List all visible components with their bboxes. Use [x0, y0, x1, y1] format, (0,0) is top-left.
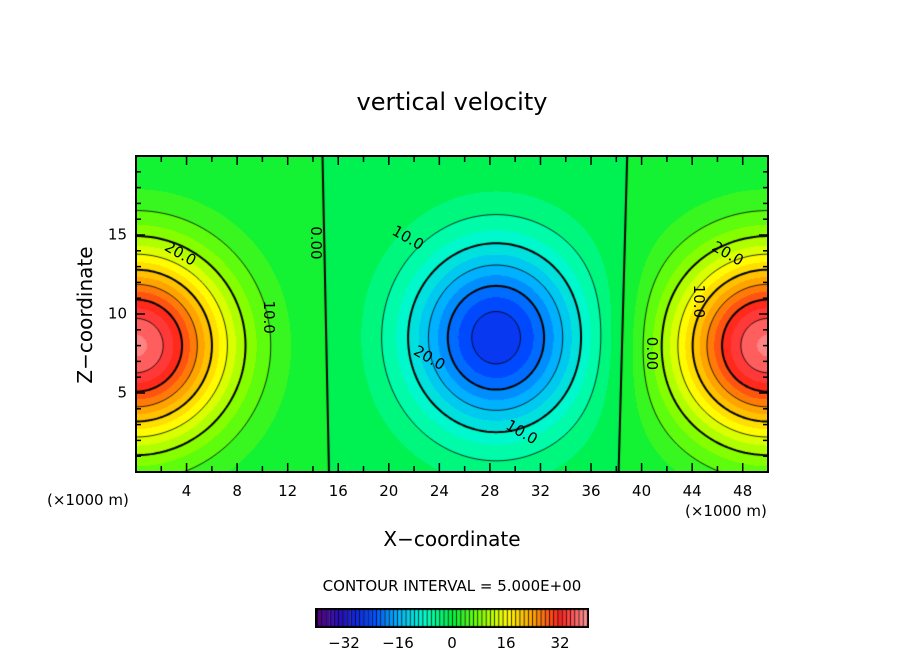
- x-tick-label: 28: [480, 482, 499, 500]
- colorbar-tick-label: −32: [328, 634, 360, 652]
- contour-label: 10.0: [503, 416, 541, 448]
- x-axis-label: X−coordinate: [383, 527, 521, 551]
- y-tick-label: 5: [117, 384, 127, 402]
- contour-interval-label: CONTOUR INTERVAL = 5.000E+00: [322, 577, 582, 595]
- contour-label: 10.0: [260, 300, 278, 333]
- contour-label: 10.0: [389, 222, 427, 254]
- colorbar-tick-label: 16: [496, 634, 515, 652]
- x-tick-label: 36: [581, 482, 600, 500]
- plot-frame: [135, 155, 769, 473]
- x-axis-unit: (×1000 m): [685, 502, 767, 520]
- y-axis-unit: (×1000 m): [47, 491, 129, 509]
- contour-label: 20.0: [709, 237, 747, 269]
- x-tick-label: 48: [733, 482, 752, 500]
- colorbar-tick-label: 32: [550, 634, 569, 652]
- contour-label: 20.0: [411, 342, 449, 374]
- x-tick-label: 8: [232, 482, 242, 500]
- x-tick-label: 16: [329, 482, 348, 500]
- y-axis-label: Z−coordinate: [73, 246, 97, 384]
- chart-title: vertical velocity: [356, 88, 548, 116]
- x-tick-label: 4: [182, 482, 192, 500]
- x-tick-label: 40: [632, 482, 651, 500]
- contour-label: 10.0: [690, 285, 708, 318]
- y-tick-label: 15: [108, 226, 127, 244]
- x-tick-label: 32: [531, 482, 550, 500]
- x-tick-label: 20: [379, 482, 398, 500]
- colorbar-tick-label: 0: [447, 634, 457, 652]
- contour-label: 0.00: [307, 226, 325, 259]
- contour-label: 0.00: [643, 337, 661, 370]
- colorbar-tick-label: −16: [382, 634, 414, 652]
- y-tick-label: 10: [108, 305, 127, 323]
- colorbar: [315, 608, 589, 628]
- x-tick-label: 24: [430, 482, 449, 500]
- contour-label: 20.0: [162, 237, 200, 269]
- x-tick-label: 44: [683, 482, 702, 500]
- x-tick-label: 12: [278, 482, 297, 500]
- velocity-field-contour-plot: [136, 156, 768, 472]
